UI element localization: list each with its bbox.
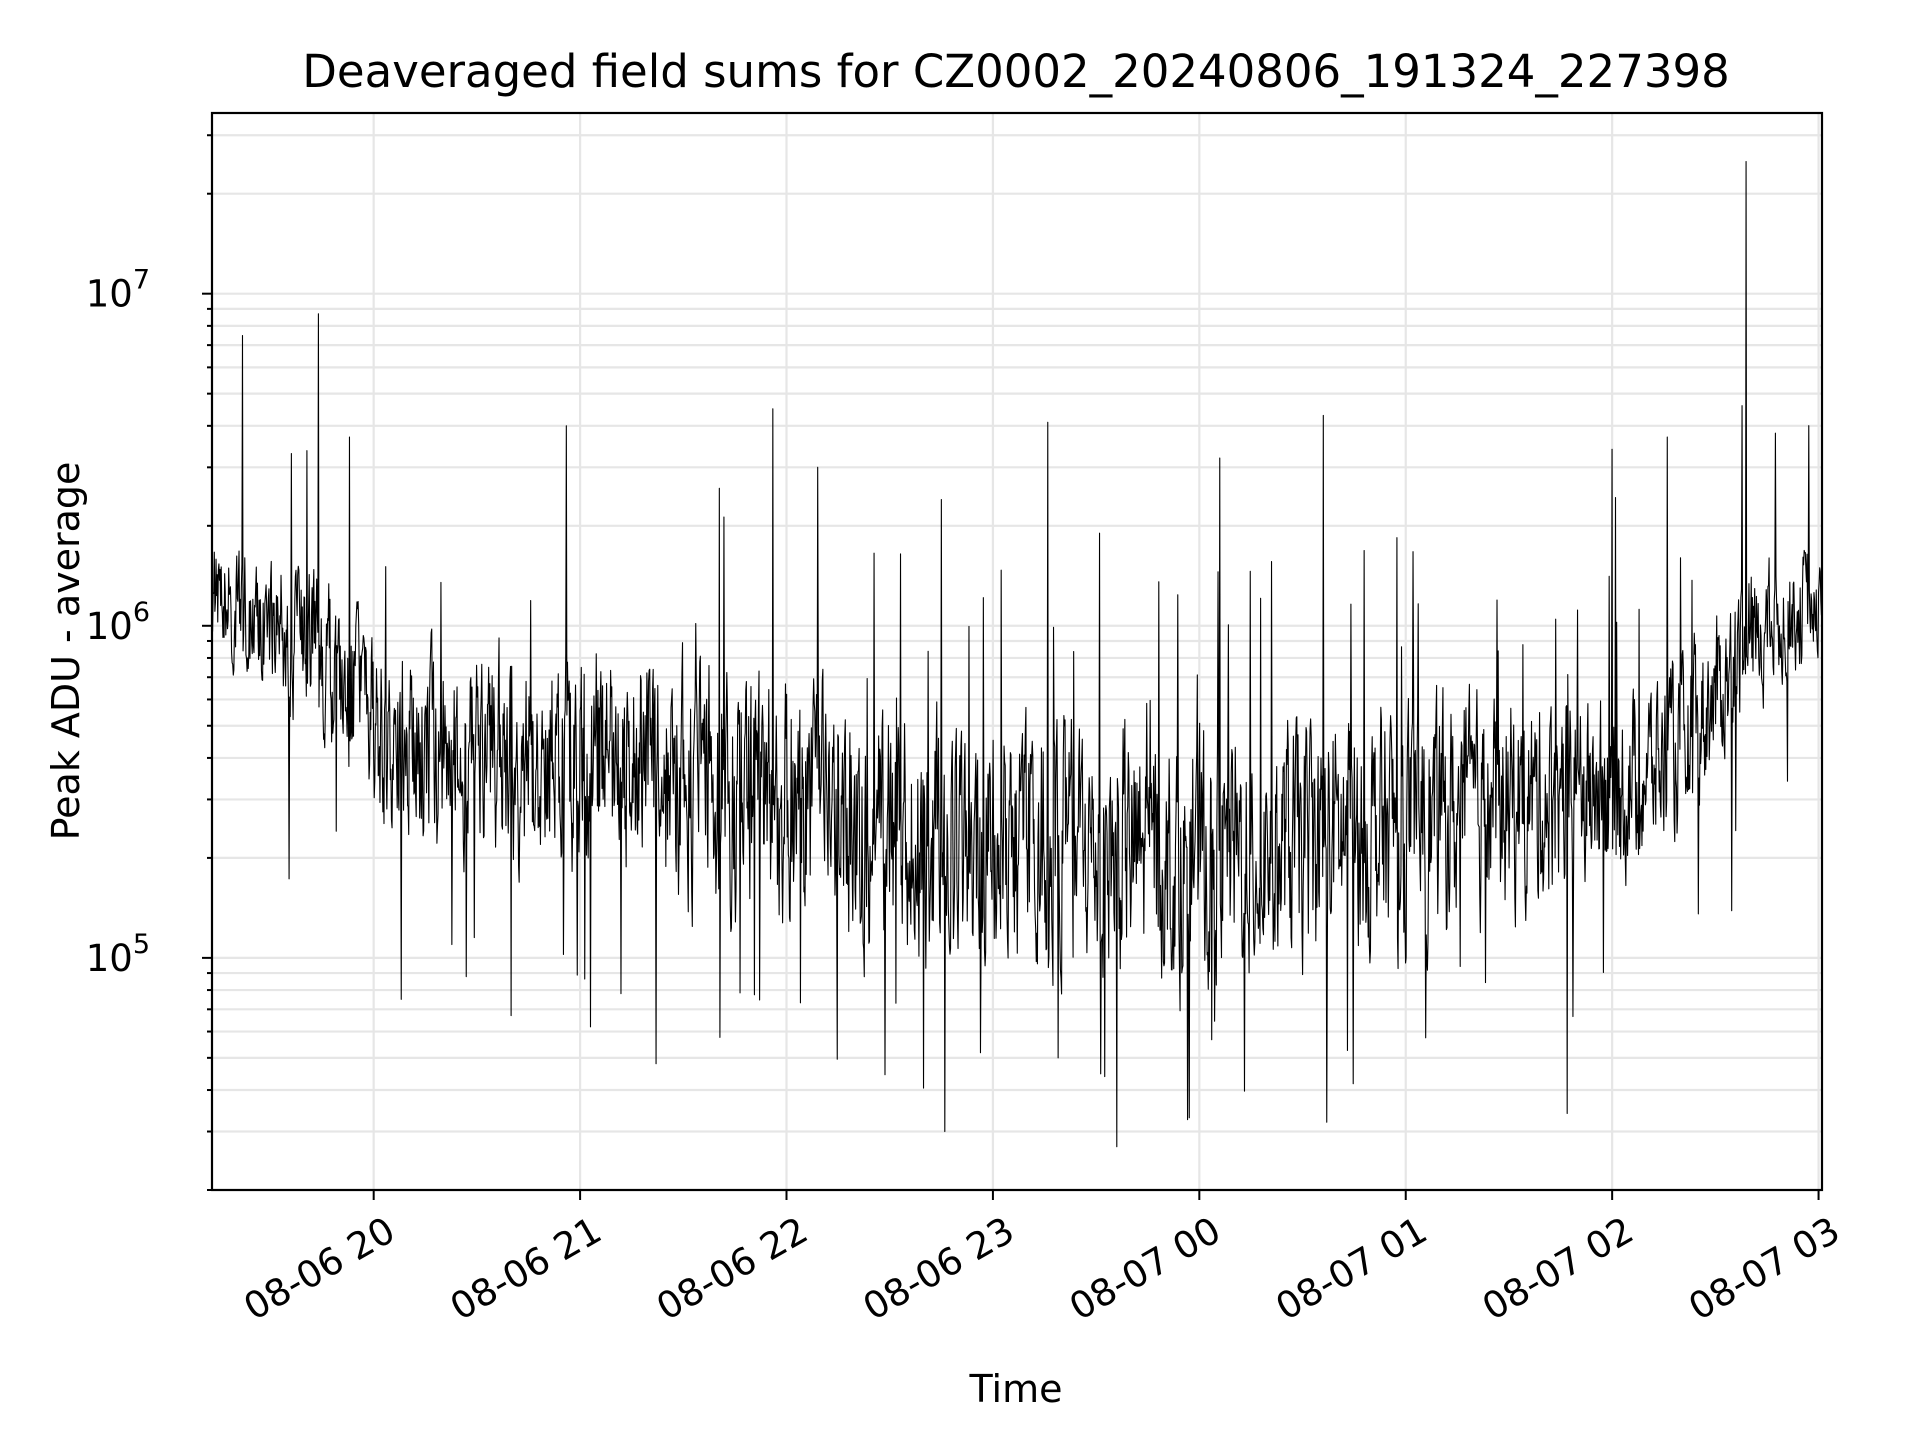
x-tick-label: 08-07 00 (1062, 1209, 1228, 1329)
x-tick-label: 08-06 20 (237, 1209, 403, 1329)
y-tick-label: 107 (86, 265, 150, 316)
y-tick-exponent: 5 (133, 929, 150, 960)
y-tick-exponent: 7 (133, 265, 150, 296)
series-line (211, 160, 1823, 1148)
y-tick-exponent: 6 (133, 597, 150, 628)
x-tick-label: 08-07 03 (1681, 1209, 1847, 1329)
x-tick-label: 08-06 22 (649, 1209, 815, 1329)
plot-frame (210, 111, 1824, 1192)
y-axis: 105 106 107 (86, 134, 212, 1191)
x-tick-label: 08-06 21 (443, 1209, 609, 1329)
y-tick-label: 106 (86, 597, 150, 648)
x-axis: 08-06 20 08-06 21 08-06 22 08-06 23 08-07 00… (237, 1190, 1847, 1329)
y-axis-label: Peak ADU - average (44, 462, 88, 841)
chart-title: Deaveraged field sums for CZ0002_2024080… (302, 45, 1729, 98)
x-tick-label: 08-06 23 (856, 1209, 1022, 1329)
x-tick-label: 08-07 01 (1269, 1209, 1435, 1329)
x-axis-label: Time (969, 1367, 1063, 1411)
x-tick-label: 08-07 02 (1475, 1209, 1641, 1329)
y-tick-label: 105 (86, 929, 150, 980)
series (211, 160, 1823, 1148)
grid (212, 113, 1822, 1192)
